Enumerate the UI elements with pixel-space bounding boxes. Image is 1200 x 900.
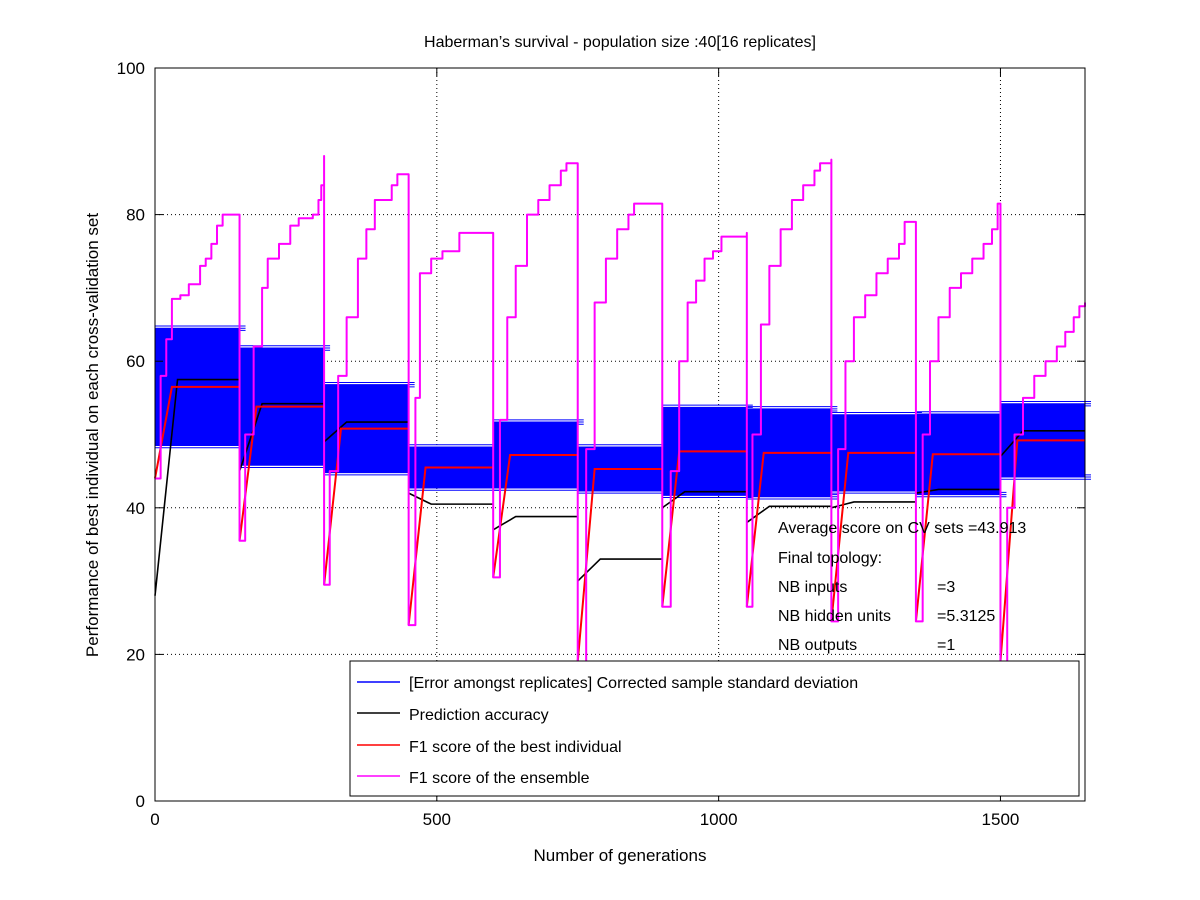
ticks: 0 500 1000 1500 0 20 40 60 80 100 xyxy=(117,59,1085,829)
f1-best-line-9 xyxy=(914,453,1001,622)
grid xyxy=(155,68,1085,801)
y-tick-label-100: 100 xyxy=(117,59,145,78)
accuracy-line-7 xyxy=(746,505,832,524)
y-axis-label: Performance of best individual on each c… xyxy=(83,213,102,657)
y-tick-label-20: 20 xyxy=(126,645,145,664)
f1-best-line-2 xyxy=(323,427,409,585)
y-tick-label-60: 60 xyxy=(126,352,145,371)
f1-best-line-7 xyxy=(745,451,832,607)
accuracy-line-4 xyxy=(492,515,578,531)
annotation-nb-inputs-value: =3 xyxy=(937,579,955,596)
accuracy-line-5 xyxy=(577,558,663,582)
legend-label-f1-best: F1 score of the best individual xyxy=(409,739,622,756)
f1-best-line-1 xyxy=(238,405,325,541)
f1-best-line-3 xyxy=(407,466,494,626)
legend-label-f1-ensemble: F1 score of the ensemble xyxy=(409,770,590,787)
chart-title: Haberman’s survival - population size :4… xyxy=(424,34,816,51)
legend: [Error amongst replicates] Corrected sam… xyxy=(349,660,1080,797)
annotation-nb-outputs-label: NB outputs xyxy=(778,637,857,654)
axes-frame xyxy=(154,67,1086,802)
y-tick-label-80: 80 xyxy=(126,206,145,225)
annotation-nb-hidden-value: =5.3125 xyxy=(937,608,995,625)
x-tick-label-1000: 1000 xyxy=(700,810,738,829)
accuracy-line-0 xyxy=(154,378,240,596)
x-tick-label-1500: 1500 xyxy=(982,810,1020,829)
legend-box xyxy=(349,660,1080,797)
annotation-nb-inputs-label: NB inputs xyxy=(778,579,847,596)
accuracy-line-2 xyxy=(323,421,409,443)
x-axis-label: Number of generations xyxy=(534,846,707,865)
legend-label-accuracy: Prediction accuracy xyxy=(409,707,549,724)
f1-ensemble-series xyxy=(155,154,1086,663)
f1-ensemble-line xyxy=(155,154,1086,663)
annotation-nb-outputs-value: =1 xyxy=(937,637,955,654)
y-tick-label-40: 40 xyxy=(126,499,145,518)
x-tick-label-500: 500 xyxy=(423,810,451,829)
f1-best-line-8 xyxy=(830,451,916,622)
f1-best-line-10 xyxy=(999,439,1085,662)
accuracy-line-10 xyxy=(999,430,1085,458)
f1-best-series xyxy=(154,385,1085,662)
f1-best-line-4 xyxy=(492,454,578,578)
y-tick-label-0: 0 xyxy=(136,792,145,811)
annotation-average-score: Average score on CV sets =43.913 xyxy=(778,520,1026,537)
annotation-final-topology: Final topology: xyxy=(778,550,882,567)
f1-best-line-5 xyxy=(576,467,663,662)
f1-best-line-0 xyxy=(154,385,240,479)
legend-label-std: [Error amongst replicates] Corrected sam… xyxy=(409,675,858,692)
annotation-block: Average score on CV sets =43.913 Final t… xyxy=(778,520,1026,654)
annotation-nb-hidden-label: NB hidden units xyxy=(778,608,891,625)
x-tick-label-0: 0 xyxy=(150,810,159,829)
